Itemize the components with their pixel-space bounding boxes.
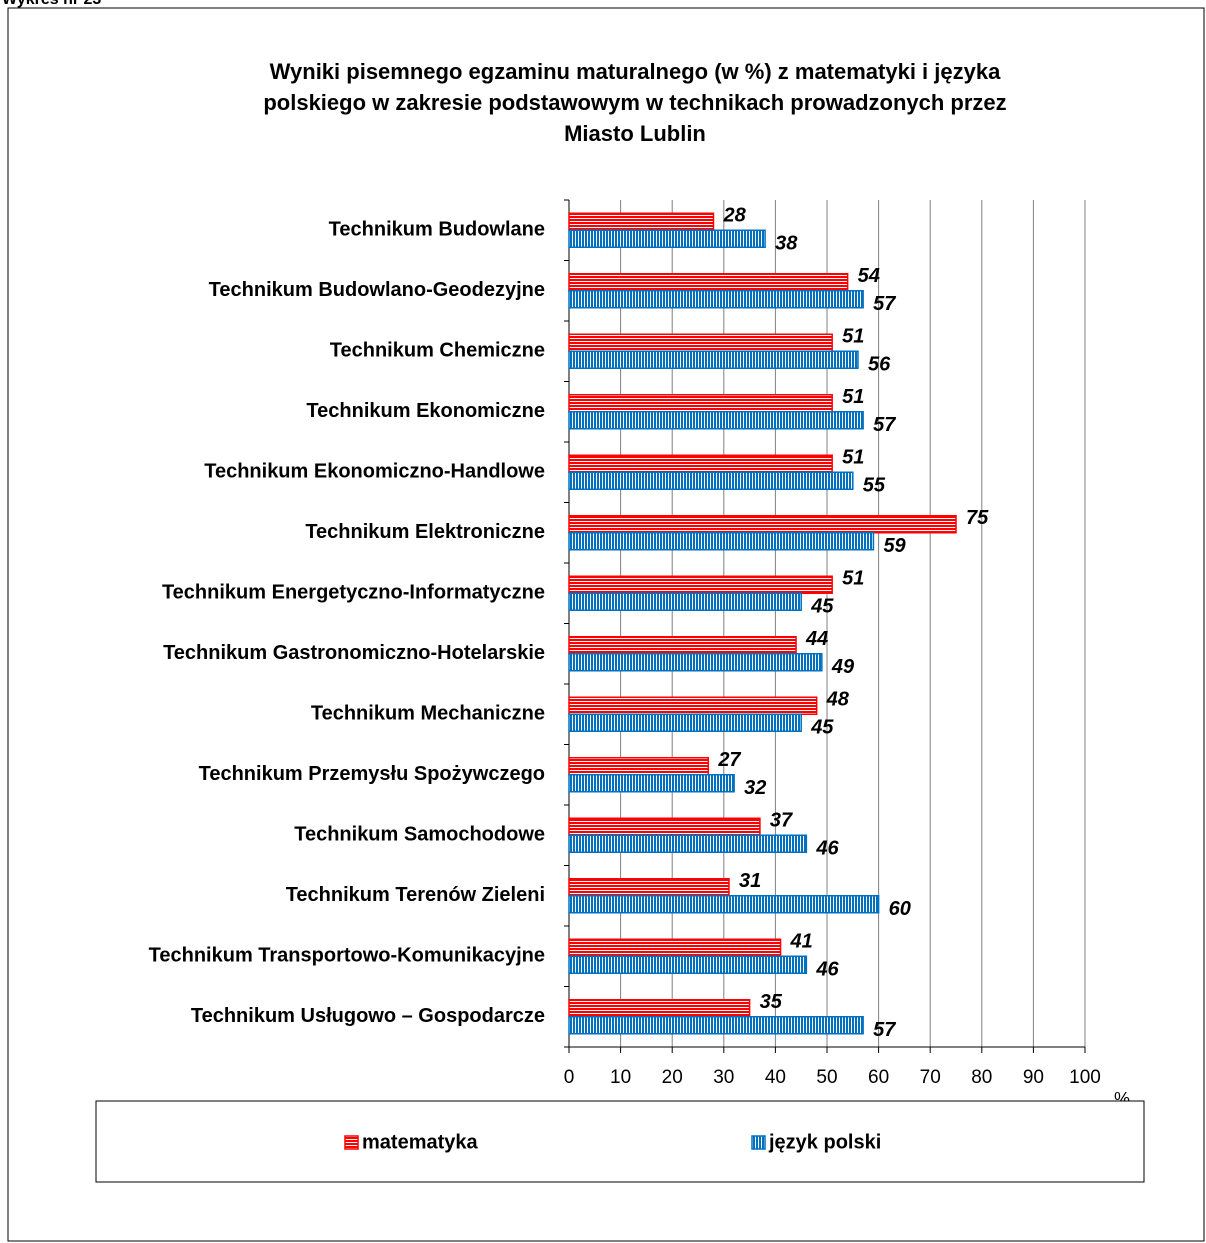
legend xyxy=(95,1100,1145,1183)
bar xyxy=(568,229,766,248)
data-label: 56 xyxy=(868,354,891,376)
bar xyxy=(568,757,710,776)
bar xyxy=(568,212,715,231)
x-tick-label: 80 xyxy=(971,1067,992,1088)
bar xyxy=(568,696,818,715)
legend-label: matematyka xyxy=(362,1131,479,1153)
bar xyxy=(568,938,782,957)
data-label: 59 xyxy=(883,535,906,557)
x-tick-label: 90 xyxy=(1023,1067,1044,1088)
data-label: 37 xyxy=(770,810,793,832)
data-label: 49 xyxy=(831,656,855,678)
bar xyxy=(568,878,730,897)
x-tick-label: 30 xyxy=(713,1067,734,1088)
bar xyxy=(568,834,808,853)
bar xyxy=(568,817,761,836)
legend-swatch xyxy=(751,1135,766,1150)
y-tick-label: Technikum Przemysłu Spożywczego xyxy=(199,763,545,785)
data-label: 57 xyxy=(873,1019,896,1041)
chart-title: Wyniki pisemnego egzaminu maturalnego (w… xyxy=(270,59,1001,84)
data-label: 45 xyxy=(810,717,834,739)
data-label: 51 xyxy=(842,386,864,408)
data-label: 31 xyxy=(739,870,761,892)
x-tick-label: 40 xyxy=(765,1067,786,1088)
data-label: 60 xyxy=(889,898,911,920)
bar xyxy=(568,273,849,292)
x-tick-label: 0 xyxy=(564,1067,575,1088)
bar xyxy=(568,532,875,551)
data-label: 75 xyxy=(966,507,989,529)
chart-title: polskiego w zakresie podstawowym w techn… xyxy=(263,90,1006,115)
bar xyxy=(568,713,802,732)
bar xyxy=(568,999,751,1018)
data-label: 55 xyxy=(863,475,886,497)
data-label: 54 xyxy=(858,265,880,287)
data-label: 38 xyxy=(775,233,798,255)
bar xyxy=(568,454,833,473)
bar xyxy=(568,333,833,352)
bar xyxy=(568,653,823,672)
y-tick-label: Technikum Usługowo – Gospodarcze xyxy=(191,1005,545,1027)
x-tick-label: 70 xyxy=(920,1067,941,1088)
y-tick-label: Technikum Transportowo-Komunikacyjne xyxy=(149,945,545,967)
data-label: 32 xyxy=(744,777,766,799)
data-label: 35 xyxy=(760,991,783,1013)
y-tick-label: Technikum Ekonomiczne xyxy=(306,400,545,422)
y-tick-label: Technikum Samochodowe xyxy=(294,824,545,846)
data-label: 51 xyxy=(842,326,864,348)
chart-title: Miasto Lublin xyxy=(564,121,706,146)
x-tick-label: 60 xyxy=(868,1067,889,1088)
x-tick-label: 50 xyxy=(816,1067,837,1088)
legend-label: język polski xyxy=(768,1131,881,1153)
bar xyxy=(568,471,854,490)
data-label: 51 xyxy=(842,568,864,590)
data-label: 57 xyxy=(873,414,896,436)
x-tick-label: 20 xyxy=(662,1067,683,1088)
bar xyxy=(568,515,957,534)
y-tick-label: Technikum Gastronomiczno-Hotelarskie xyxy=(163,642,545,664)
bar xyxy=(568,636,797,655)
legend-swatch xyxy=(344,1135,359,1150)
bar xyxy=(568,592,802,611)
data-label: 57 xyxy=(873,293,896,315)
data-label: 51 xyxy=(842,447,864,469)
y-tick-label: Technikum Energetyczno-Informatyczne xyxy=(162,582,545,604)
caption: Wykres nr 23 xyxy=(2,0,101,8)
data-label: 48 xyxy=(826,689,850,711)
y-tick-label: Technikum Budowlane xyxy=(329,219,545,241)
y-tick-label: Technikum Ekonomiczno-Handlowe xyxy=(204,461,545,483)
bar xyxy=(568,774,735,793)
y-tick-label: Technikum Mechaniczne xyxy=(311,703,545,725)
y-tick-label: Technikum Budowlano-Geodezyjne xyxy=(209,279,545,301)
bar xyxy=(568,394,833,413)
bar xyxy=(568,895,880,914)
y-tick-label: Technikum Chemiczne xyxy=(330,340,545,362)
y-tick-label: Technikum Terenów Zieleni xyxy=(286,884,545,906)
y-tick-label: Technikum Elektroniczne xyxy=(305,521,545,543)
data-label: 45 xyxy=(810,596,834,618)
frame xyxy=(7,7,1205,1242)
data-label: 27 xyxy=(717,749,741,771)
x-tick-label: 100 xyxy=(1069,1067,1101,1088)
bar xyxy=(568,955,808,974)
data-label: 46 xyxy=(815,959,839,981)
data-label: 44 xyxy=(805,628,828,650)
bar xyxy=(568,1016,864,1035)
bar xyxy=(568,411,864,430)
bar xyxy=(568,575,833,594)
data-label: 46 xyxy=(815,838,839,860)
bar xyxy=(568,350,859,369)
data-label: 41 xyxy=(790,931,813,953)
bar xyxy=(568,290,864,309)
x-tick-label: 10 xyxy=(610,1067,631,1088)
data-label: 28 xyxy=(722,205,746,227)
